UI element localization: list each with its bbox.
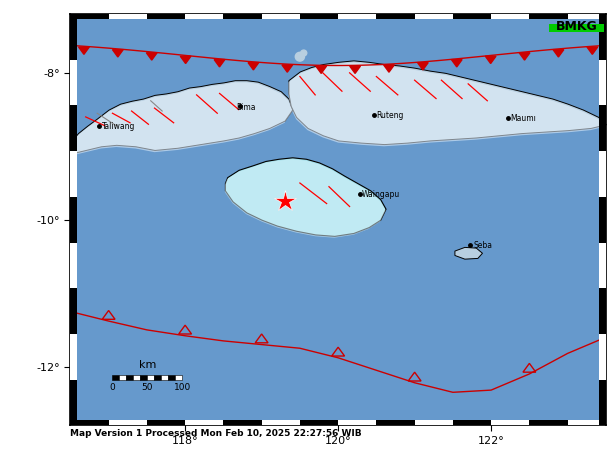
Polygon shape (452, 60, 462, 67)
Polygon shape (181, 56, 191, 63)
Bar (223, 420, 261, 425)
Polygon shape (113, 50, 123, 57)
Text: Waingapu: Waingapu (362, 189, 400, 198)
Text: Maumı: Maumı (510, 114, 536, 123)
Bar (453, 420, 491, 425)
Bar (599, 334, 606, 380)
Bar (119, 375, 127, 380)
Bar (70, 60, 77, 105)
Bar (70, 105, 77, 151)
Bar (300, 420, 338, 425)
Bar (162, 375, 168, 380)
Bar (113, 375, 119, 380)
Bar (529, 420, 567, 425)
Bar (70, 420, 108, 425)
Polygon shape (78, 47, 89, 55)
Circle shape (295, 52, 304, 61)
Bar (70, 288, 77, 334)
Text: Bima: Bima (236, 103, 256, 112)
Bar (127, 375, 133, 380)
Bar (261, 420, 300, 425)
Bar (599, 105, 606, 151)
Text: km: km (139, 360, 156, 370)
Bar (338, 420, 376, 425)
Bar (70, 14, 77, 60)
Bar (453, 14, 491, 19)
Bar (599, 14, 606, 60)
Circle shape (476, 102, 483, 110)
Bar (70, 14, 108, 19)
Bar (491, 14, 529, 19)
Bar (548, 24, 603, 32)
Bar (108, 420, 147, 425)
Bar (599, 288, 606, 334)
Circle shape (369, 115, 376, 122)
Text: Ruteng: Ruteng (376, 111, 404, 120)
Bar (599, 60, 606, 105)
Bar (376, 420, 414, 425)
Bar (70, 380, 77, 425)
Polygon shape (553, 50, 564, 57)
Polygon shape (146, 53, 157, 60)
Bar (567, 420, 606, 425)
Bar (599, 380, 606, 425)
Polygon shape (587, 47, 598, 55)
Polygon shape (214, 60, 225, 67)
Text: 0: 0 (110, 383, 115, 392)
Bar (108, 14, 147, 19)
Polygon shape (384, 65, 394, 72)
Bar (133, 375, 140, 380)
Polygon shape (248, 63, 259, 70)
Polygon shape (519, 53, 530, 60)
Bar (414, 14, 453, 19)
Circle shape (300, 50, 307, 56)
Bar (70, 151, 77, 197)
Polygon shape (485, 56, 496, 63)
Bar (261, 14, 300, 19)
Bar (300, 14, 338, 19)
Bar (529, 14, 567, 19)
Text: 50: 50 (142, 383, 153, 392)
Bar (491, 420, 529, 425)
Bar (185, 420, 223, 425)
Text: 100: 100 (174, 383, 191, 392)
Bar (567, 14, 606, 19)
Bar (70, 197, 77, 243)
Text: Taliwang: Taliwang (102, 122, 135, 131)
Bar (147, 14, 185, 19)
Bar (185, 14, 223, 19)
Bar (338, 14, 376, 19)
Text: Seba: Seba (474, 241, 493, 250)
Bar (147, 375, 154, 380)
Bar (147, 420, 185, 425)
Bar (154, 375, 162, 380)
Polygon shape (417, 63, 428, 70)
Polygon shape (282, 65, 293, 72)
Bar (223, 14, 261, 19)
Bar (70, 243, 77, 288)
Bar (176, 375, 182, 380)
Bar (414, 420, 453, 425)
Bar (168, 375, 176, 380)
Bar (376, 14, 414, 19)
Bar (599, 243, 606, 288)
Polygon shape (349, 66, 360, 73)
Bar (599, 151, 606, 197)
Text: Map Version 1 Processed Mon Feb 10, 2025 22:27:56 WIB: Map Version 1 Processed Mon Feb 10, 2025… (70, 429, 362, 438)
Polygon shape (316, 66, 327, 73)
Bar (140, 375, 147, 380)
Bar (70, 334, 77, 380)
Bar (599, 197, 606, 243)
Text: BMKG: BMKG (556, 20, 598, 33)
